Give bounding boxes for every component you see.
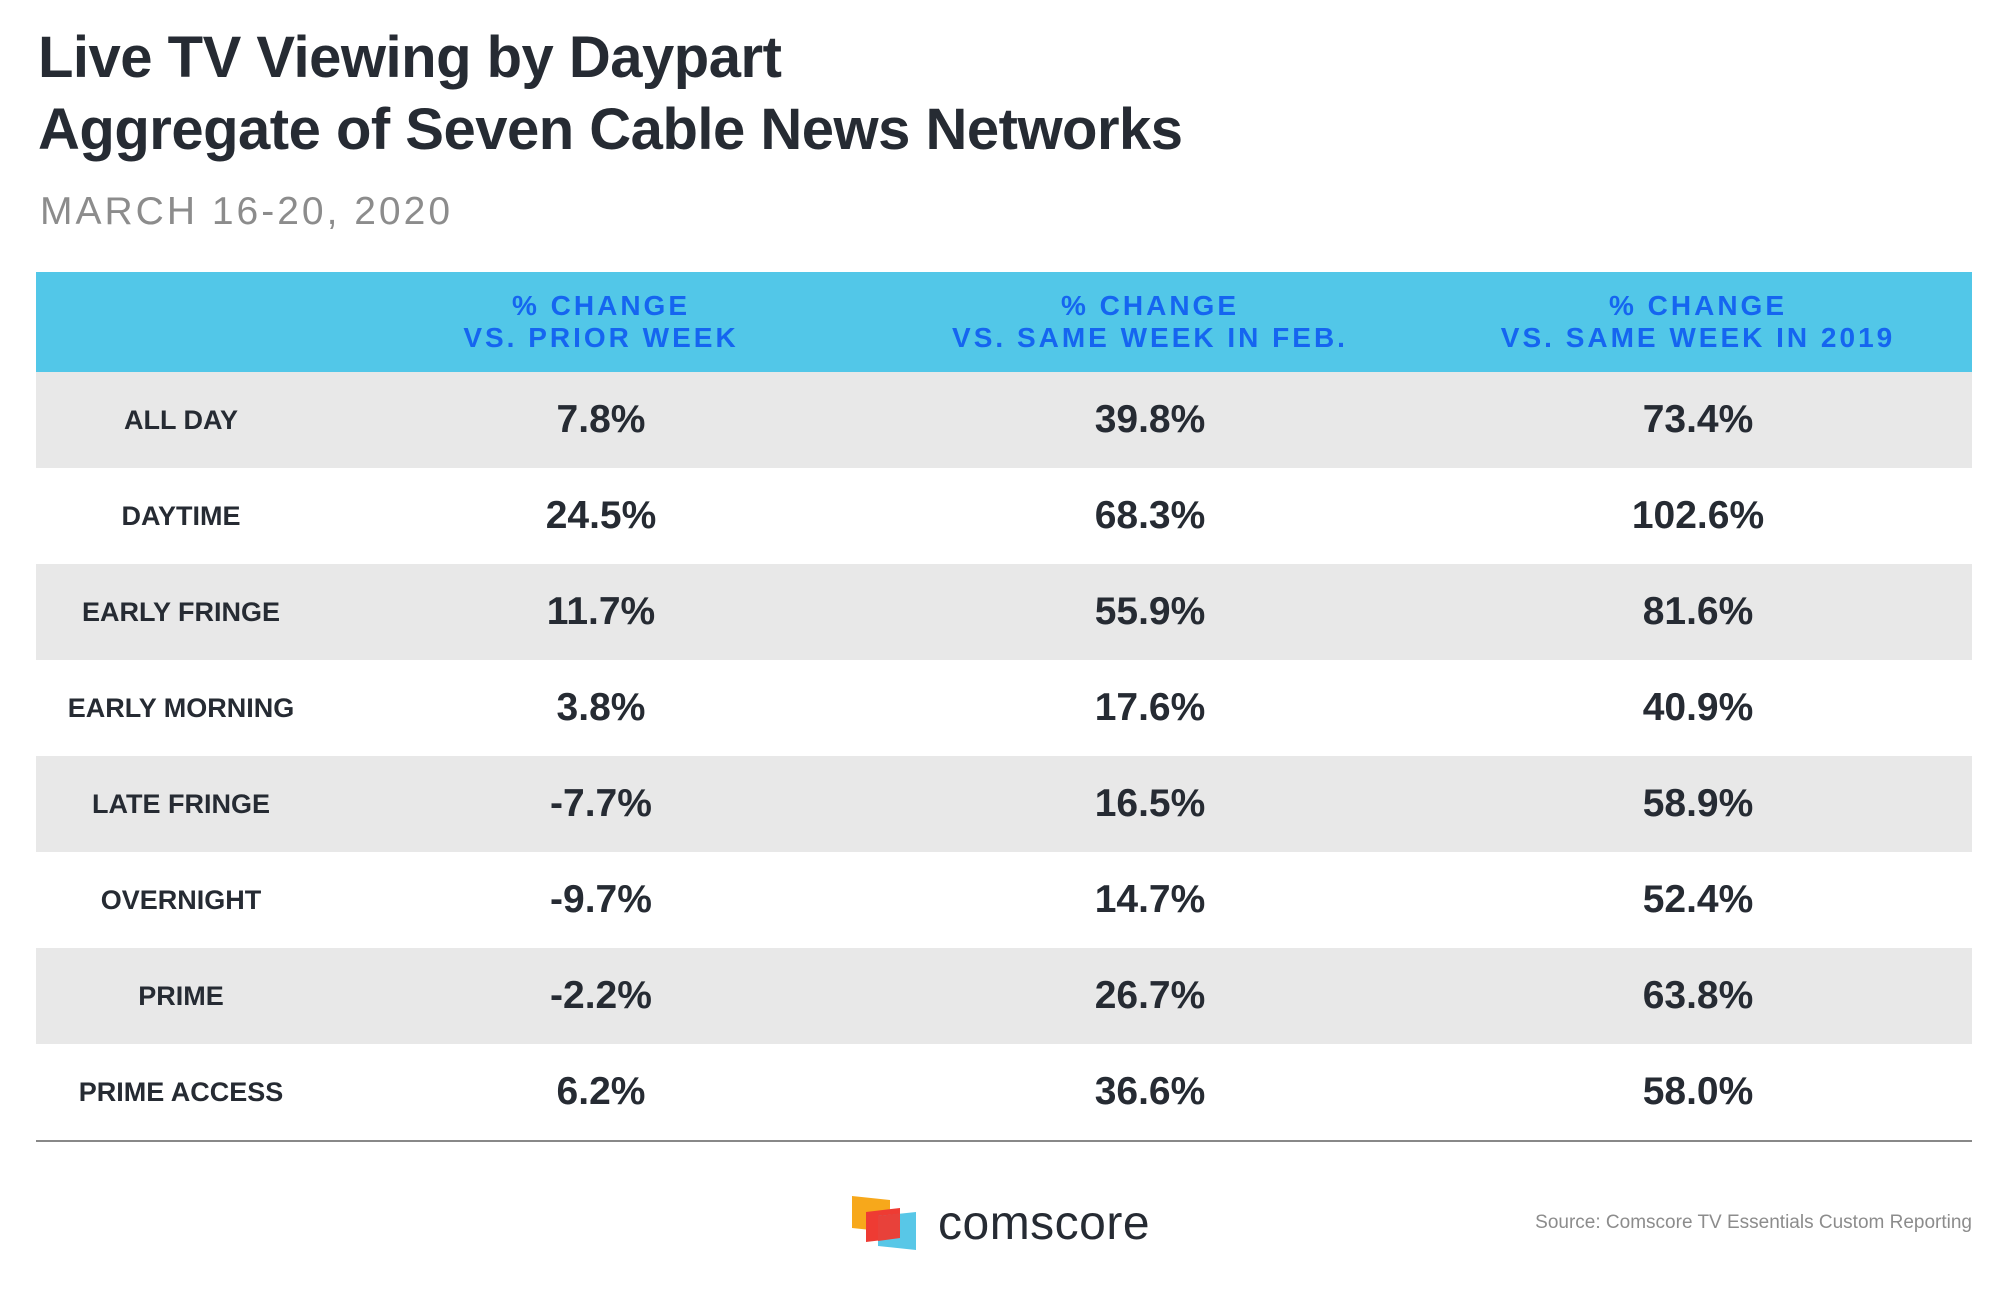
title-line-1: Live TV Viewing by Daypart: [38, 25, 782, 90]
row-label: PRIME ACCESS: [78, 1076, 284, 1107]
row-label: PRIME: [138, 980, 224, 1011]
value-same-week-2019: 58.9%: [1642, 782, 1754, 825]
chart-title: Live TV Viewing by Daypart Aggregate of …: [38, 22, 1183, 166]
value-prior-week: -7.7%: [550, 782, 652, 825]
value-same-week-2019: 63.8%: [1642, 974, 1754, 1017]
data-table: % CHANGE VS. PRIOR WEEK % CHANGE VS. SAM…: [36, 272, 1972, 1142]
value-same-week-feb: 14.7%: [1094, 878, 1206, 921]
table-row: PRIME -2.2% 26.7% 63.8%: [36, 948, 1972, 1044]
value-same-week-2019: 52.4%: [1642, 878, 1754, 921]
header-same-week-2019-line2: VS. SAME WEEK IN 2019: [1500, 322, 1896, 353]
value-prior-week: 6.2%: [556, 1070, 646, 1113]
comscore-logo-icon: [852, 1196, 916, 1250]
table-row: EARLY MORNING 3.8% 17.6% 40.9%: [36, 660, 1972, 756]
value-same-week-feb: 39.8%: [1094, 398, 1206, 441]
table-row: PRIME ACCESS 6.2% 36.6% 58.0%: [36, 1044, 1972, 1140]
comscore-logo: comscore: [852, 1196, 1150, 1250]
table-row: LATE FRINGE -7.7% 16.5% 58.9%: [36, 756, 1972, 852]
row-label: OVERNIGHT: [100, 884, 262, 915]
value-same-week-2019: 81.6%: [1642, 590, 1754, 633]
logo-text: comscore: [938, 1196, 1151, 1250]
header-same-week-feb: % CHANGE VS. SAME WEEK IN FEB.: [876, 290, 1424, 354]
table-header: % CHANGE VS. PRIOR WEEK % CHANGE VS. SAM…: [36, 272, 1972, 372]
value-prior-week: 11.7%: [546, 590, 656, 633]
value-prior-week: 24.5%: [545, 494, 657, 537]
header-same-week-2019-line1: % CHANGE: [1608, 290, 1787, 321]
value-same-week-2019: 58.0%: [1642, 1070, 1754, 1113]
title-line-2: Aggregate of Seven Cable News Networks: [38, 97, 1183, 162]
table-body: ALL DAY 7.8% 39.8% 73.4% DAYTIME 24.5% 68.3% 10…: [36, 372, 1972, 1140]
value-same-week-2019: 40.9%: [1642, 686, 1754, 729]
table-row: ALL DAY 7.8% 39.8% 73.4%: [36, 372, 1972, 468]
header-prior-week-line1: % CHANGE: [511, 290, 690, 321]
value-same-week-feb: 68.3%: [1094, 494, 1206, 537]
header-same-week-feb-line1: % CHANGE: [1060, 290, 1239, 321]
header-prior-week: % CHANGE VS. PRIOR WEEK: [326, 290, 876, 354]
value-same-week-feb: 26.7%: [1094, 974, 1206, 1017]
value-same-week-feb: 16.5%: [1094, 782, 1206, 825]
header-same-week-2019: % CHANGE VS. SAME WEEK IN 2019: [1424, 290, 1972, 354]
table-row: OVERNIGHT -9.7% 14.7% 52.4%: [36, 852, 1972, 948]
header-same-week-feb-line2: VS. SAME WEEK IN FEB.: [952, 322, 1348, 353]
header-prior-week-line2: VS. PRIOR WEEK: [463, 322, 739, 353]
value-prior-week: 3.8%: [556, 686, 646, 729]
table-row: EARLY FRINGE 11.7% 55.9% 81.6%: [36, 564, 1972, 660]
value-prior-week: -9.7%: [550, 878, 652, 921]
row-label: EARLY FRINGE: [81, 596, 281, 627]
value-same-week-feb: 55.9%: [1094, 590, 1206, 633]
value-same-week-feb: 36.6%: [1094, 1070, 1206, 1113]
row-label: DAYTIME: [121, 500, 241, 531]
value-prior-week: 7.8%: [556, 398, 646, 441]
row-label: ALL DAY: [123, 404, 239, 435]
row-label: EARLY MORNING: [67, 692, 295, 723]
source-note: Source: Comscore TV Essentials Custom Re…: [1535, 1212, 1972, 1233]
value-prior-week: -2.2%: [550, 974, 652, 1017]
date-subtitle: MARCH 16-20, 2020: [40, 190, 454, 233]
row-label: LATE FRINGE: [92, 788, 270, 819]
table-row: DAYTIME 24.5% 68.3% 102.6%: [36, 468, 1972, 564]
value-same-week-feb: 17.6%: [1094, 686, 1206, 729]
value-same-week-2019: 102.6%: [1631, 494, 1765, 537]
value-same-week-2019: 73.4%: [1642, 398, 1754, 441]
